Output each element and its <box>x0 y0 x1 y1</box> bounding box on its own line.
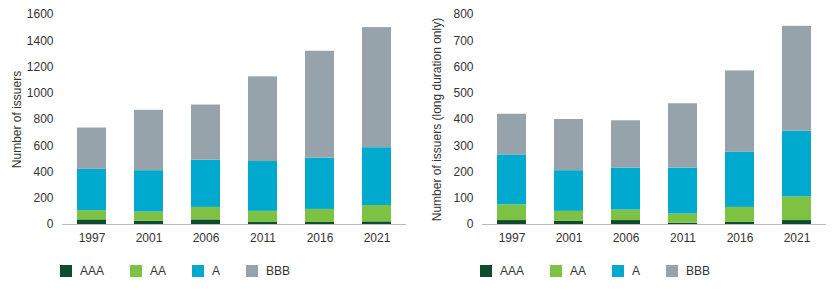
svg-text:500: 500 <box>453 86 473 100</box>
svg-text:400: 400 <box>33 165 53 179</box>
svg-text:300: 300 <box>453 139 473 153</box>
svg-text:2021: 2021 <box>784 231 811 245</box>
svg-text:1997: 1997 <box>499 231 526 245</box>
svg-text:600: 600 <box>33 139 53 153</box>
svg-text:2006: 2006 <box>193 231 220 245</box>
svg-text:Number of issuers: Number of issuers <box>10 71 24 168</box>
svg-text:Number of issuers (long durati: Number of issuers (long duration only) <box>430 18 444 221</box>
html-text:A: A <box>212 264 220 278</box>
svg-text:2011: 2011 <box>670 231 696 245</box>
svg-text:2001: 2001 <box>136 231 163 245</box>
svg-text:2016: 2016 <box>727 231 754 245</box>
html-text:AAA: AAA <box>80 264 104 278</box>
svg-text:700: 700 <box>453 34 473 48</box>
svg-text:800: 800 <box>453 7 473 21</box>
svg-text:1200: 1200 <box>27 60 54 74</box>
svg-text:1997: 1997 <box>79 231 106 245</box>
svg-text:1400: 1400 <box>27 34 54 48</box>
html-text:A: A <box>632 264 640 278</box>
html-text:BBB: BBB <box>686 264 711 278</box>
svg-text:100: 100 <box>453 191 473 205</box>
svg-text:1600: 1600 <box>27 7 54 21</box>
html-text:AA: AA <box>570 264 586 278</box>
svg-text:1000: 1000 <box>27 86 54 100</box>
svg-text:2006: 2006 <box>613 231 640 245</box>
html-text:AA: AA <box>150 264 166 278</box>
svg-text:2001: 2001 <box>556 231 583 245</box>
svg-text:200: 200 <box>33 191 53 205</box>
svg-text:800: 800 <box>33 112 53 126</box>
svg-text:0: 0 <box>467 217 474 231</box>
svg-text:2021: 2021 <box>364 231 391 245</box>
html-text:AAA: AAA <box>500 264 524 278</box>
svg-text:2011: 2011 <box>250 231 276 245</box>
svg-text:0: 0 <box>47 217 54 231</box>
svg-text:400: 400 <box>453 112 473 126</box>
html-text:BBB: BBB <box>266 264 291 278</box>
svg-text:600: 600 <box>453 60 473 74</box>
svg-text:200: 200 <box>453 165 473 179</box>
svg-text:2016: 2016 <box>307 231 334 245</box>
